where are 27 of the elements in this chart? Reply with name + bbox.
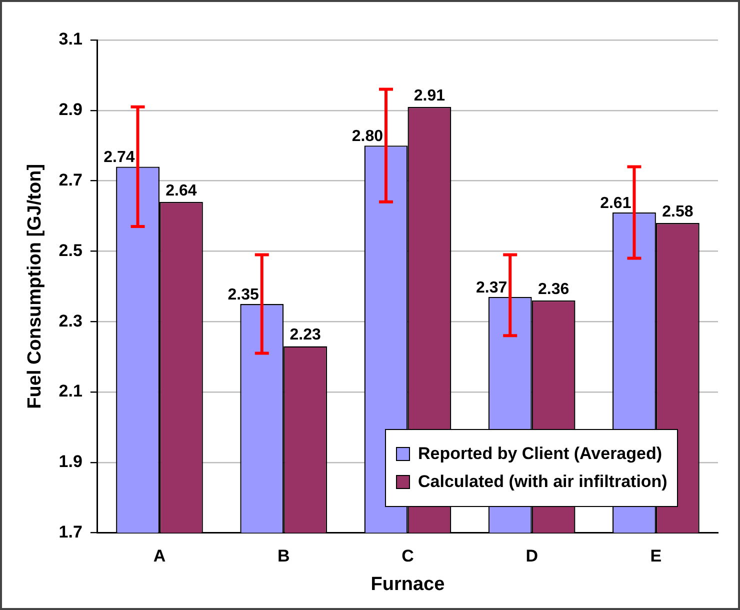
data-label: 2.35: [228, 286, 259, 304]
data-label: 2.64: [166, 182, 197, 200]
y-tick-label: 1.7: [58, 522, 82, 542]
x-tick-label: A: [153, 546, 166, 566]
data-label: 2.91: [414, 87, 446, 104]
x-axis-title: Furnace: [370, 574, 445, 595]
data-label: 2.37: [476, 279, 508, 296]
y-tick-label: 2.9: [58, 100, 82, 120]
data-label: 2.61: [600, 194, 632, 212]
y-axis-title: Fuel Consumption [GJ/ton]: [24, 164, 46, 409]
legend-label: Calculated (with air infiltration): [418, 472, 668, 492]
y-tick-label: 2.3: [58, 311, 82, 330]
data-label: 2.74: [104, 149, 135, 166]
x-tick-label: E: [650, 546, 662, 566]
data-label: 2.36: [538, 280, 570, 298]
y-tick-label: 2.7: [58, 170, 82, 190]
x-tick-label: B: [277, 546, 290, 566]
y-tick-label: 2.1: [58, 382, 82, 401]
data-label: 2.23: [290, 326, 321, 344]
x-tick-label: D: [526, 546, 538, 566]
legend-label: Reported by Client (Averaged): [418, 444, 662, 464]
data-label: 2.58: [662, 203, 694, 220]
y-tick-label: 3.1: [58, 30, 82, 49]
y-tick-label: 1.9: [58, 452, 82, 472]
data-label: 2.80: [352, 128, 384, 146]
x-tick-label: C: [402, 546, 414, 566]
y-tick-label: 2.5: [58, 240, 82, 260]
